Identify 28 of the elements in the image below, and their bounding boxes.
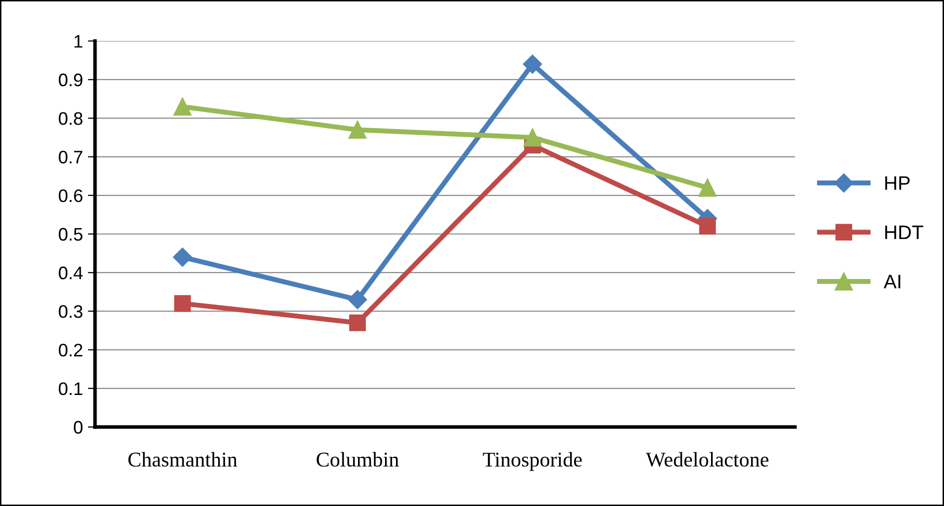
x-tick-label: Chasmanthin: [128, 452, 238, 467]
point: [349, 314, 366, 332]
legend-label: AI: [884, 274, 900, 288]
point: [523, 128, 542, 147]
x-tick-label: Columbin: [316, 452, 399, 467]
y-tick-label: 0.8: [58, 112, 82, 125]
y-tick-label: 0.6: [58, 189, 82, 202]
y-tick-label: 0: [74, 420, 82, 434]
legend-label: HP: [885, 176, 910, 190]
y-tick-label: 0.2: [58, 344, 82, 357]
point: [348, 120, 367, 139]
point: [172, 248, 192, 267]
point: [522, 54, 542, 74]
y-tick-label: 0.4: [58, 266, 83, 280]
y-tick-label: 0.9: [58, 74, 82, 86]
x-tick-label: Tinosporide: [482, 452, 582, 471]
y-tick-label: 0.7: [58, 150, 82, 164]
point: [174, 295, 191, 312]
y-tick-label: 0.1: [58, 382, 82, 396]
y-tick-label: 0.3: [58, 305, 82, 318]
point: [699, 218, 716, 235]
point: [348, 290, 368, 310]
y-tick-label: 0.5: [58, 228, 82, 241]
point: [698, 178, 717, 197]
y-tick-label: 1: [74, 35, 82, 48]
x-tick-label: Wedelolactone: [646, 452, 768, 467]
point: [173, 98, 192, 116]
legend-label: HDT: [885, 226, 924, 240]
